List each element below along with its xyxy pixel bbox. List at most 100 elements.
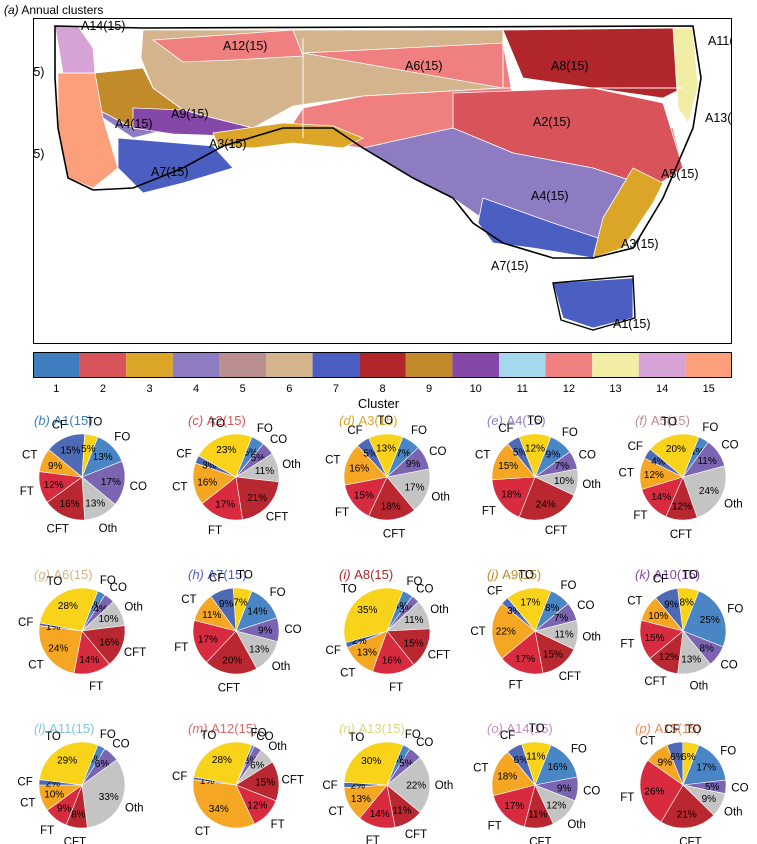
pie-value-label: 13%	[85, 499, 105, 510]
pie-slice-to	[682, 741, 700, 786]
pie-category-label: FT	[620, 638, 634, 650]
pie-value-label: 9%	[557, 783, 572, 794]
pie-slice-ft	[492, 784, 536, 828]
pie-title: (h) A7(15)	[188, 567, 247, 582]
pie-value-label: 11%	[404, 615, 423, 626]
pie-category-label: FO	[411, 425, 427, 437]
pie-category-label: Oth	[690, 681, 709, 693]
pie-category-label: FO	[257, 423, 273, 435]
pie-value-label: 28%	[58, 601, 78, 612]
pie-category-label: CT	[172, 482, 187, 494]
map-heading: (a) Annual clusters	[4, 3, 103, 17]
pie-slice-ct	[38, 625, 83, 674]
pie-slice-to	[677, 587, 700, 632]
pie-category-label: CFT	[282, 775, 304, 787]
pie-category-label: CO	[112, 738, 129, 750]
pie-category-label: CT	[325, 454, 340, 466]
pie-value-label: 5%	[705, 782, 720, 793]
pie-value-label: 11%	[528, 810, 547, 821]
pie-panel-label: (e)	[487, 415, 507, 428]
pie-category-label: CFT	[670, 529, 692, 541]
pie-category-label: CF	[172, 771, 187, 783]
region-labels: A14(15) A10(15) A12(15) A6(15) A8(15) A11(15)…	[33, 19, 732, 331]
pie-category-label: Oth	[582, 479, 601, 491]
pie-value-label: 4%	[394, 601, 409, 612]
pie-chart-a5: (f) A5(15) 4% FO 11% CO 24% Oth 12% CFT 14% FT 12% C…	[619, 415, 743, 541]
pie-category-label: CFT	[559, 671, 581, 683]
pie-category-label: TO	[87, 416, 103, 428]
pie-value-label: 3%	[507, 606, 522, 617]
pie-value-label: 20%	[666, 444, 686, 455]
colorbar-tick-6: 6	[286, 383, 292, 394]
pie-value-label: 6%	[95, 759, 110, 770]
pie-value-label: 22%	[406, 781, 426, 792]
pie-value-label: 9%	[664, 600, 679, 611]
pie-category-label: FO	[727, 603, 743, 615]
colorbar-swatch-2	[79, 352, 127, 378]
pie-category-label: CF	[18, 617, 33, 629]
pie-category-label: FO	[100, 575, 116, 587]
pie-title: (j) A9(15)	[487, 567, 541, 582]
pie-chart-a9: (j) A9(15) 8%FO 7% CO 11% Oth 15% CFT 17% FT 22% CT…	[470, 567, 601, 692]
pie-value-label: 15%	[60, 446, 80, 457]
pie-category-label: TO	[518, 570, 534, 582]
pie-value-label: 11%	[697, 456, 716, 467]
pie-category-label: CO	[110, 582, 127, 594]
panel-label: (a)	[4, 3, 19, 17]
pie-category-label: FT	[488, 820, 502, 832]
colorbar-swatch-11	[499, 352, 546, 378]
pie-category-label: FT	[208, 525, 222, 537]
pie-category-label: TO	[45, 731, 61, 743]
pie-category-label: CO	[731, 783, 748, 795]
pie-category-label: FT	[389, 682, 403, 694]
pie-category-label: CT	[181, 594, 196, 606]
colorbar-swatch-13	[592, 352, 639, 378]
pie-slice-to	[232, 587, 253, 632]
pie-value-label: 16%	[197, 477, 217, 488]
pie-category-label: FO	[720, 745, 736, 757]
colorbar-swatch-4	[172, 352, 220, 378]
pie-panel-label: (j)	[487, 567, 502, 582]
pie-value-label: 24%	[48, 644, 68, 655]
pie-value-label: 11%	[392, 806, 411, 817]
pie-title: (b) A1(15)	[34, 415, 93, 428]
pie-value-label: 12%	[546, 801, 566, 812]
pie-value-label: 9%	[48, 461, 63, 472]
pie-value-label: 17%	[101, 477, 121, 488]
pie-category-label: FT	[271, 819, 285, 831]
pie-category-label: Oth	[125, 803, 144, 815]
pie-slice-oth	[386, 757, 431, 813]
pie-title: (g) A6(15)	[34, 567, 93, 582]
pie-slice-co	[81, 460, 126, 505]
pie-category-label: Oth	[124, 602, 143, 614]
pie-category-label: CFT	[47, 524, 69, 536]
pie-category-label: CO	[579, 449, 596, 461]
pie-category-label: CFT	[64, 837, 86, 844]
pie-category-label: CFT	[124, 647, 146, 659]
pie-slice-to	[193, 741, 253, 786]
colorbar-swatch-1	[33, 352, 80, 378]
pie-value-label: 12%	[525, 443, 545, 454]
region-label-a11: A11(15)	[708, 34, 732, 48]
pie-value-label: 7%	[555, 461, 570, 472]
pie-title-text: A1(15)	[54, 415, 93, 428]
pie-value-label: 17%	[504, 801, 524, 812]
pie-title-text: A8(15)	[354, 567, 393, 582]
colorbar-swatch-9	[405, 352, 453, 378]
colorbar-label: Cluster	[357, 396, 400, 411]
pie-value-label: 7%	[233, 598, 248, 609]
pie-category-label: CT	[329, 806, 344, 818]
pie-value-label: 13%	[357, 648, 377, 659]
pie-category-label: CF	[322, 780, 337, 792]
pie-category-label: FO	[114, 432, 130, 444]
pie-value-label: 2%	[46, 779, 61, 790]
pie-category-label: CFT	[405, 829, 427, 841]
pie-title-text: A7(15)	[208, 567, 247, 582]
pie-category-label: CF	[500, 730, 515, 742]
pie-title: (p) A15(15)	[635, 721, 701, 736]
pie-category-label: CT	[340, 667, 355, 679]
colorbar-tick-2: 2	[100, 383, 106, 394]
pie-value-label: 16%	[382, 655, 402, 666]
pie-title-text: A15(15)	[655, 721, 701, 736]
pie-value-label: 8%	[699, 644, 714, 655]
